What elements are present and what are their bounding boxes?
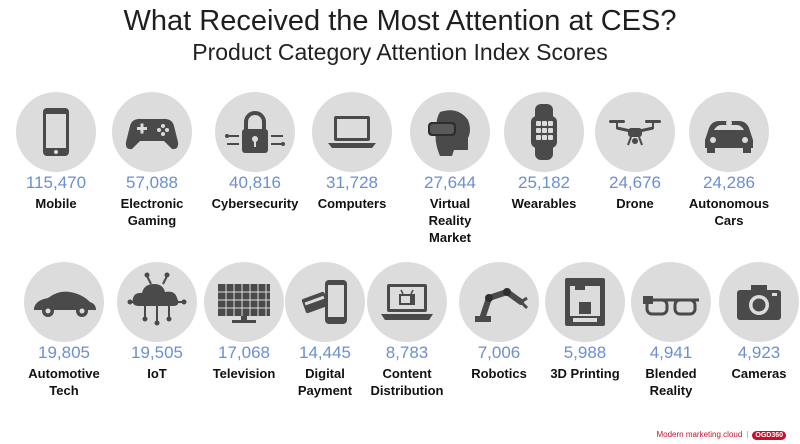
category-label: Automotive Tech <box>2 365 126 399</box>
attention-score: 7,006 <box>477 343 521 362</box>
robot-arm-icon <box>459 262 539 342</box>
attention-score: 19,805 <box>38 343 90 362</box>
category-label-line: Virtual <box>429 196 471 211</box>
category-label: Digital Payment <box>263 365 387 399</box>
category-row-bottom: 19,805 Automotive Tech 19,505 IoT 17,068 Telev… <box>0 262 800 412</box>
attention-score: 57,088 <box>126 173 178 192</box>
attention-score: 14,445 <box>299 343 351 362</box>
smartwatch-icon <box>504 92 584 172</box>
attention-score: 40,816 <box>229 173 281 192</box>
attention-score: 27,644 <box>424 173 476 192</box>
category-label: Virtual Reality Market <box>388 195 512 246</box>
attention-score: 5,988 <box>563 343 607 362</box>
attention-score: 31,728 <box>326 173 378 192</box>
gamepad-icon <box>112 92 192 172</box>
category-label-line: Computers <box>317 196 387 211</box>
category-label-line: Reality <box>649 383 693 398</box>
attention-score: 8,783 <box>385 343 429 362</box>
attention-score: 24,676 <box>609 173 661 192</box>
category-label: Mobile <box>0 195 118 212</box>
drone-icon <box>595 92 675 172</box>
attention-score: 17,068 <box>218 343 270 362</box>
chart-title: What Received the Most Attention at CES? <box>123 5 677 37</box>
category-label-line: Automotive <box>28 366 100 381</box>
vr-headset-icon <box>410 92 490 172</box>
camera-icon <box>719 262 799 342</box>
category-label: 3D Printing <box>523 365 647 382</box>
brand-logo: OGD360 <box>752 431 786 440</box>
category-label-line: Digital <box>305 366 345 381</box>
category-label-line: Content <box>382 366 432 381</box>
category-label-line: Market <box>429 230 471 245</box>
laptop-tv-icon <box>367 262 447 342</box>
category-label: Electronic Gaming <box>90 195 214 229</box>
attention-score: 4,941 <box>649 343 693 362</box>
category-label-line: Cybersecurity <box>211 196 299 211</box>
padlock-icon <box>215 92 295 172</box>
category-label-line: Blended <box>645 366 697 381</box>
category-label: Computers <box>290 195 414 212</box>
category-label: Content Distribution <box>345 365 469 399</box>
category-label-line: Robotics <box>471 366 527 381</box>
attention-score: 4,923 <box>737 343 781 362</box>
sports-car-icon <box>24 262 104 342</box>
category-label-line: Mobile <box>35 196 77 211</box>
category-label: Cameras <box>697 365 800 382</box>
category-label-line: Reality <box>428 213 472 228</box>
3d-printer-icon <box>545 262 625 342</box>
smart-glasses-icon <box>631 262 711 342</box>
category-label-line: Autonomous <box>688 196 770 211</box>
category-label-line: 3D Printing <box>550 366 620 381</box>
footer-text: Modern marketing cloud <box>656 430 743 439</box>
category-label-line: Tech <box>49 383 79 398</box>
attention-score: 19,505 <box>131 343 183 362</box>
laptop-icon <box>312 92 392 172</box>
category-label-line: IoT <box>147 366 167 381</box>
category-label-line: Distribution <box>370 383 444 398</box>
category-label: Cybersecurity <box>193 195 317 212</box>
category-label-line: Cars <box>714 213 744 228</box>
category-label-line: Electronic <box>120 196 184 211</box>
cloud-network-icon <box>117 262 197 342</box>
category-label-line: Wearables <box>511 196 577 211</box>
mobile-phone-icon <box>16 92 96 172</box>
category-label: Robotics <box>437 365 561 382</box>
attention-score: 24,286 <box>703 173 755 192</box>
category-label: Drone <box>573 195 697 212</box>
category-label-line: Cameras <box>731 366 787 381</box>
category-label: Autonomous Cars <box>667 195 791 229</box>
category-label-line: Television <box>212 366 276 381</box>
category-label: Wearables <box>482 195 606 212</box>
phone-card-icon <box>285 262 365 342</box>
category-label-line: Payment <box>297 383 353 398</box>
category-label-line: Drone <box>616 196 654 211</box>
footer: Modern marketing cloud | OGD360 <box>656 430 786 440</box>
category-row-top: 115,470 Mobile 57,088 Electronic Gaming 40,81… <box>0 92 800 245</box>
chart-subtitle: Product Category Attention Index Scores <box>192 39 608 65</box>
category-label: Television <box>182 365 306 382</box>
attention-score: 115,470 <box>25 173 87 192</box>
attention-score: 25,182 <box>518 173 570 192</box>
car-icon <box>689 92 769 172</box>
category-label-line: Gaming <box>127 213 177 228</box>
television-icon <box>204 262 284 342</box>
category-label: IoT <box>95 365 219 382</box>
category-label: Blended Reality <box>609 365 733 399</box>
